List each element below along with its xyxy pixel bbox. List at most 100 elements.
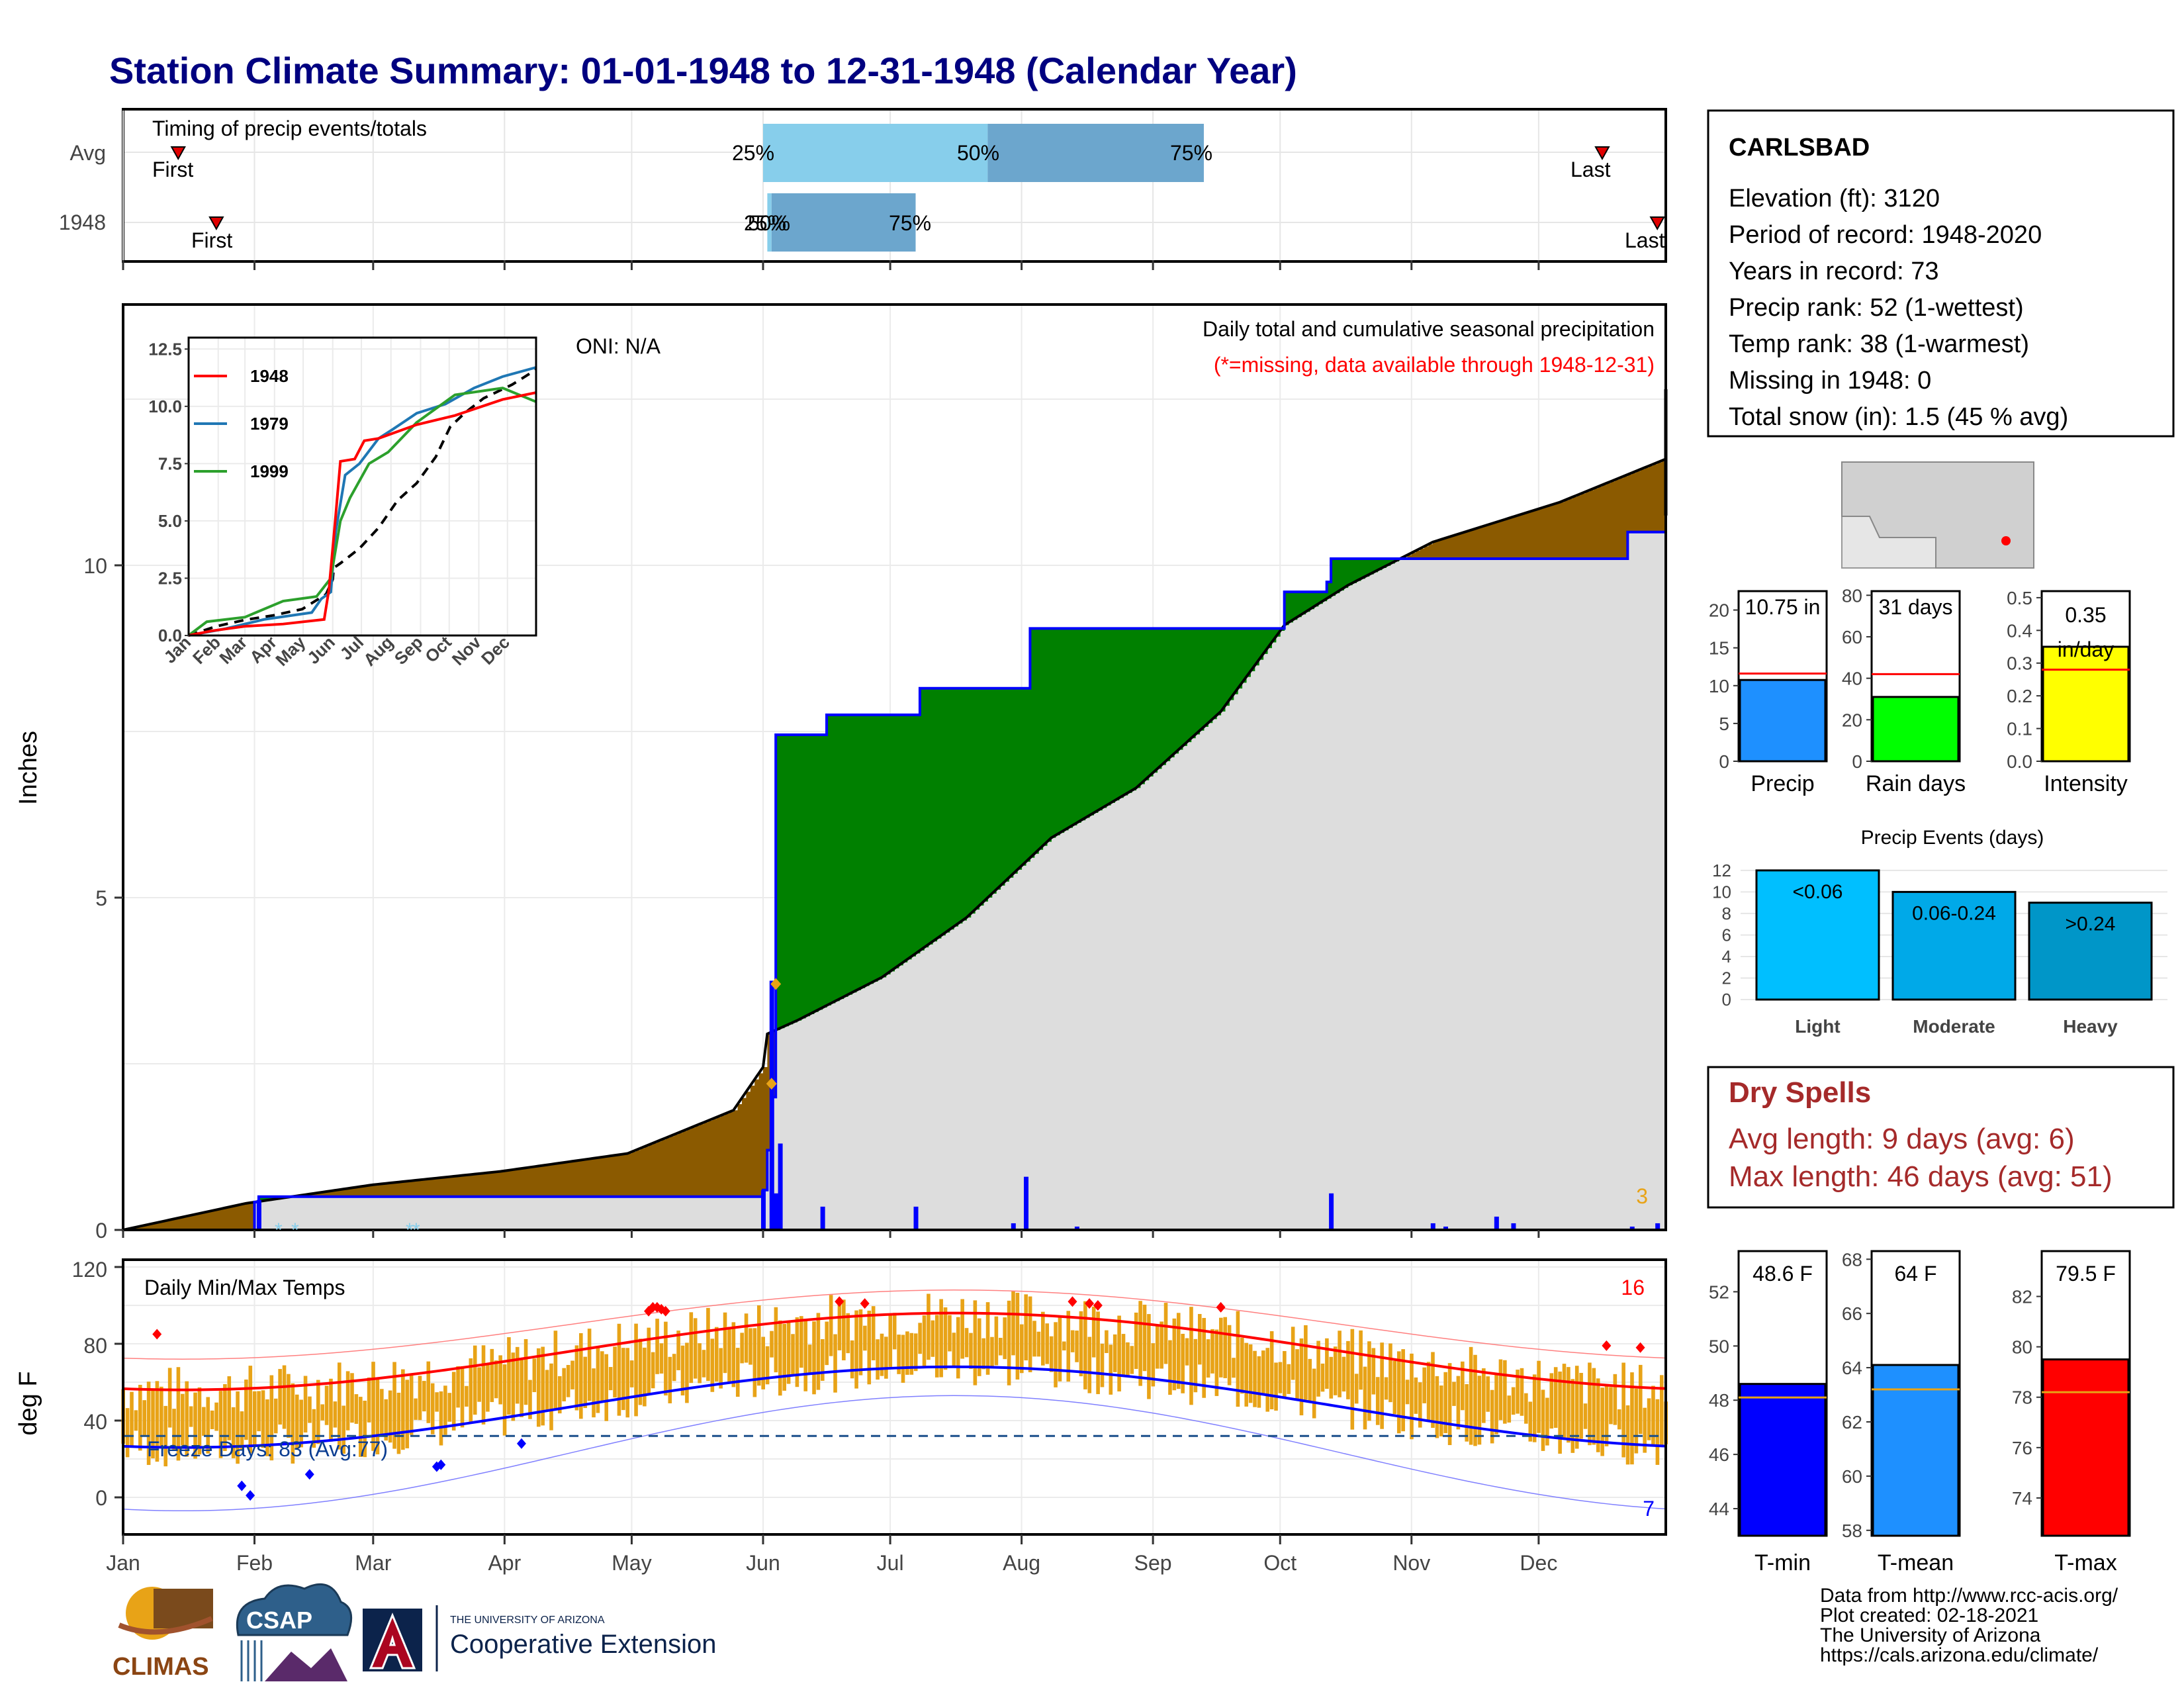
daily-temp-range-bar xyxy=(299,1399,303,1448)
daily-temp-range-bar xyxy=(740,1333,744,1364)
inset-y-tick-label: 7.5 xyxy=(158,453,182,473)
temp-summary-tick-label: 58 xyxy=(1842,1521,1862,1541)
inset-legend-label: 1948 xyxy=(250,366,289,386)
daily-precip-bar xyxy=(769,980,774,1230)
daily-temp-range-bar xyxy=(702,1350,706,1378)
daily-temp-range-bar xyxy=(1490,1389,1494,1444)
station-total-snow: Total snow (in): 1.5 (45 % avg) xyxy=(1729,403,2068,431)
daily-temp-range-bar xyxy=(435,1392,439,1412)
summary-bar-tick-label: 0.3 xyxy=(2007,653,2032,674)
inset-y-tick-label: 5.0 xyxy=(158,511,182,531)
daily-temp-range-bar xyxy=(689,1312,694,1383)
record-low-marker-icon xyxy=(304,1469,314,1480)
climas-logo: CLIMAS xyxy=(113,1587,213,1681)
daily-temp-range-bar xyxy=(1435,1376,1439,1438)
daily-temp-range-bar xyxy=(1596,1378,1600,1452)
daily-precip-bar xyxy=(1329,1193,1334,1230)
daily-temp-range-bar xyxy=(1062,1341,1066,1351)
daily-temp-range-bar xyxy=(439,1391,443,1446)
daily-temp-range-bar xyxy=(1325,1338,1329,1389)
daily-temp-range-bar xyxy=(477,1367,481,1402)
daily-temp-range-bar xyxy=(511,1352,516,1421)
daily-temp-range-bar xyxy=(380,1389,384,1436)
daily-temp-range-bar xyxy=(405,1380,410,1448)
ua-small-wordmark: THE UNIVERSITY OF ARIZONA xyxy=(450,1615,605,1626)
y1948-first-label: First xyxy=(191,228,232,252)
daily-temp-range-bar xyxy=(629,1360,634,1387)
temperature-panel: deg F 120 80 40 0 Daily Min/Max Temps Fr… xyxy=(15,1258,1668,1536)
record-high-marker-icon xyxy=(1602,1340,1612,1351)
station-period: Period of record: 1948-2020 xyxy=(1729,221,2042,249)
daily-temp-range-bar xyxy=(1625,1405,1630,1465)
ua-block-a-icon xyxy=(369,1613,416,1669)
daily-temp-range-bar xyxy=(181,1393,185,1446)
daily-temp-range-bar xyxy=(1621,1362,1625,1458)
daily-temp-range-bar xyxy=(236,1391,240,1464)
daily-temp-range-bar xyxy=(1308,1358,1312,1403)
precip-event-label: Light xyxy=(1795,1016,1840,1037)
daily-temp-range-bar xyxy=(888,1314,893,1367)
dry-spells-frame xyxy=(1707,1066,2175,1209)
timing-title: Timing of precip events/totals xyxy=(152,117,427,140)
daily-temp-range-bar xyxy=(1105,1330,1109,1354)
avg-q75-label: 75% xyxy=(1170,141,1212,165)
daily-temp-range-bar xyxy=(613,1346,617,1398)
daily-temp-range-bar xyxy=(756,1305,761,1386)
daily-temp-range-bar xyxy=(396,1392,401,1454)
daily-temp-range-bar xyxy=(931,1320,935,1357)
summary-bar-tick-label: 10 xyxy=(1709,676,1729,696)
inset-legend-label: 1979 xyxy=(250,414,289,434)
precip-events-tick-label: 10 xyxy=(1712,882,1731,902)
daily-precip-bar xyxy=(256,1199,261,1230)
daily-precip-bar xyxy=(774,1193,779,1230)
daily-temp-range-bar xyxy=(943,1307,948,1370)
daily-temp-range-bar xyxy=(1456,1376,1461,1430)
daily-temp-range-bar xyxy=(210,1410,214,1429)
csap-cloud-icon xyxy=(236,1583,353,1636)
summary-bar-tick-label: 0.4 xyxy=(2007,620,2032,641)
daily-temp-range-bar xyxy=(375,1378,380,1455)
daily-temp-range-bar xyxy=(1304,1325,1308,1400)
summary-bar-tick-label: 0 xyxy=(1852,751,1862,772)
daily-temp-range-bar xyxy=(312,1409,316,1448)
daily-temp-range-bar xyxy=(214,1402,218,1431)
daily-temp-range-bar xyxy=(821,1338,825,1381)
daily-temp-range-bar xyxy=(1278,1362,1283,1393)
daily-temp-range-bar xyxy=(392,1362,396,1449)
temp-summary-tick-label: 66 xyxy=(1842,1303,1862,1324)
daily-temp-range-bar xyxy=(1553,1367,1558,1428)
temp-summary-tick-label: 76 xyxy=(2012,1438,2032,1458)
daily-precip-bar xyxy=(760,1190,766,1230)
daily-temp-range-bar xyxy=(252,1391,257,1446)
daily-temp-range-bar xyxy=(1240,1337,1244,1394)
daily-temp-range-bar xyxy=(897,1335,901,1374)
daily-temp-range-bar xyxy=(189,1406,193,1427)
daily-temp-range-bar xyxy=(388,1390,392,1443)
daily-temp-range-bar xyxy=(456,1366,460,1408)
timing-row-label-avg: Avg xyxy=(69,141,106,165)
daily-record-marker xyxy=(770,978,782,990)
daily-precip-bar xyxy=(1629,1226,1635,1230)
daily-temp-range-bar xyxy=(939,1299,943,1378)
daily-temp-range-bar xyxy=(770,1331,774,1358)
inset-y-tick-label: 12.5 xyxy=(148,339,182,359)
temp-panel-title: Daily Min/Max Temps xyxy=(144,1276,345,1299)
daily-temp-range-bar xyxy=(655,1319,659,1374)
precip-base-area xyxy=(123,515,1666,1231)
daily-temp-range-bar xyxy=(1113,1334,1117,1372)
daily-temp-range-bar xyxy=(134,1410,138,1431)
precip-y-tick-5: 5 xyxy=(95,886,107,910)
daily-temp-range-bar xyxy=(1007,1300,1011,1385)
daily-temp-range-bar xyxy=(536,1348,541,1427)
daily-temp-range-bar xyxy=(574,1345,579,1411)
daily-temp-range-bar xyxy=(159,1386,163,1448)
temp-summary-tick-label: 50 xyxy=(1709,1336,1729,1356)
station-box-frame xyxy=(1707,109,2175,438)
climas-wordmark: CLIMAS xyxy=(113,1653,209,1681)
daily-temp-range-bar xyxy=(969,1333,973,1369)
daily-temp-range-bar xyxy=(447,1393,452,1422)
daily-temp-range-bar xyxy=(596,1348,600,1413)
daily-temp-range-bar xyxy=(1168,1340,1172,1395)
daily-temp-range-bar xyxy=(553,1331,558,1409)
daily-temp-range-bar xyxy=(1431,1352,1435,1428)
